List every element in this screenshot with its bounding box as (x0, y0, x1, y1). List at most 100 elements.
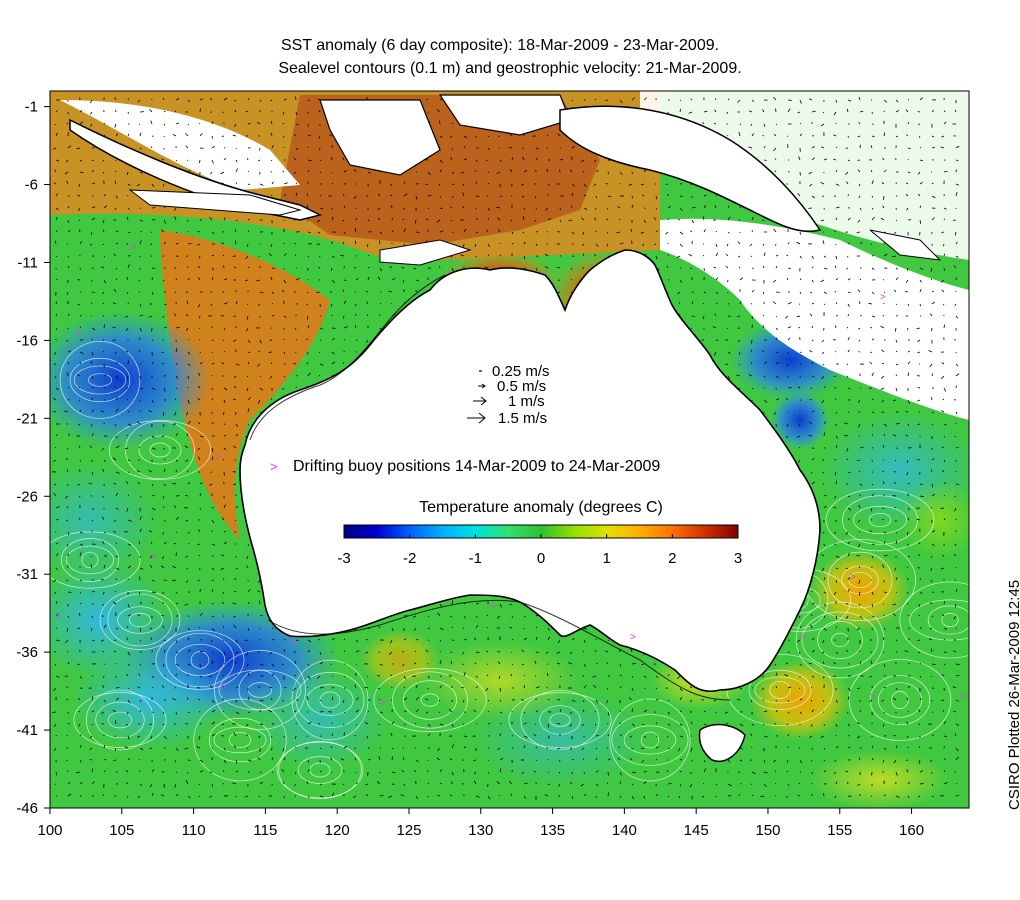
velocity-arrow (775, 686, 778, 689)
velocity-arrow (294, 735, 297, 739)
velocity-arrow (91, 710, 95, 713)
velocity-arrow (91, 327, 96, 331)
velocity-arrow (259, 291, 264, 294)
velocity-arrow (714, 98, 717, 101)
velocity-arrow (713, 351, 717, 356)
velocity-arrow (739, 206, 742, 209)
velocity-arrow (247, 588, 251, 593)
velocity-arrow (246, 303, 249, 305)
velocity-arrow (259, 242, 261, 245)
velocity-arrow (823, 421, 827, 425)
velocity-arrow (534, 723, 537, 725)
velocity-arrow (127, 302, 129, 305)
velocity-arrow (856, 735, 861, 739)
velocity-arrow (571, 758, 575, 761)
velocity-arrow (858, 603, 861, 606)
velocity-arrow (847, 99, 852, 102)
velocity-arrow (823, 723, 825, 726)
velocity-arrow (475, 195, 480, 197)
velocity-arrow (907, 685, 911, 689)
velocity-arrow (198, 422, 201, 425)
velocity-arrow (103, 193, 107, 197)
velocity-arrow (859, 709, 861, 713)
velocity-arrow (847, 711, 849, 714)
velocity-arrow (235, 687, 238, 689)
velocity-arrow (79, 602, 82, 605)
velocity-arrow (629, 757, 633, 761)
velocity-arrow (631, 783, 634, 786)
velocity-arrow (233, 590, 237, 593)
velocity-arrow (784, 674, 789, 677)
velocity-arrow (871, 195, 874, 198)
velocity-arrow (786, 770, 789, 773)
velocity-arrow (858, 121, 861, 125)
velocity-arrow (427, 194, 432, 197)
colorbar-ticks: -3 -2 -1 0 1 2 3 (337, 534, 742, 567)
velocity-arrow (619, 674, 622, 677)
sealevel-contour (86, 689, 154, 751)
velocity-arrow (246, 747, 249, 749)
velocity-arrow (67, 145, 72, 149)
velocity-arrow (847, 291, 851, 294)
velocity-arrow (786, 723, 789, 726)
velocity-arrow (859, 241, 863, 245)
velocity-arrow (283, 135, 285, 138)
velocity-arrow (906, 207, 909, 211)
velocity-arrow (667, 711, 670, 715)
velocity-arrow (595, 195, 598, 199)
sealevel-contour (95, 701, 145, 739)
sealevel-contour (165, 632, 235, 688)
velocity-arrow (55, 110, 58, 113)
velocity-arrow (187, 266, 189, 269)
velocity-arrow (232, 134, 237, 137)
velocity-arrow (223, 542, 227, 545)
velocity-arrow (211, 135, 214, 139)
velocity-arrow (880, 217, 885, 221)
velocity-arrow (895, 639, 898, 642)
velocity-arrow (79, 782, 83, 785)
velocity-arrow (834, 398, 837, 401)
velocity-arrow (882, 444, 885, 449)
velocity-arrow (907, 423, 910, 427)
velocity-arrow (631, 795, 635, 800)
velocity-arrow (871, 372, 874, 377)
velocity-arrow (211, 362, 215, 365)
velocity-arrow (115, 507, 119, 510)
velocity-arrow (186, 567, 189, 570)
velocity-arrow (162, 711, 165, 714)
velocity-arrow (713, 699, 717, 702)
velocity-arrow (631, 675, 634, 678)
velocity-arrow (847, 495, 851, 498)
velocity-arrow (148, 410, 153, 413)
velocity-arrow (918, 554, 921, 557)
velocity-arrow (235, 159, 238, 163)
velocity-arrow (571, 183, 575, 187)
velocity-arrow (738, 351, 741, 355)
velocity-arrow (256, 121, 261, 125)
velocity-arrow (355, 639, 359, 643)
velocity-arrow (845, 567, 849, 570)
velocity-arrow (139, 495, 142, 498)
velocity-arrow (67, 433, 71, 437)
velocity-arrow (330, 745, 333, 749)
velocity-arrow (269, 651, 273, 655)
velocity-arrow (715, 277, 719, 281)
velocity-arrow (316, 219, 321, 223)
velocity-arrow (869, 699, 873, 703)
velocity-arrow (78, 386, 81, 389)
velocity-arrow (89, 243, 93, 246)
velocity-arrow (798, 615, 801, 619)
buoy-marker-icon: > (800, 632, 806, 643)
velocity-arrow (799, 625, 803, 629)
velocity-arrow (931, 182, 934, 185)
velocity-arrow (559, 759, 561, 762)
velocity-arrow (271, 181, 274, 185)
velocity-arrow (390, 699, 393, 701)
velocity-arrow (569, 747, 573, 750)
y-tick-label: -46 (16, 800, 38, 817)
velocity-arrow (751, 339, 753, 344)
velocity-arrow (955, 446, 959, 449)
velocity-arrow (185, 519, 189, 522)
colorbar-tick-label: 1 (602, 550, 610, 567)
velocity-arrow (498, 675, 501, 679)
